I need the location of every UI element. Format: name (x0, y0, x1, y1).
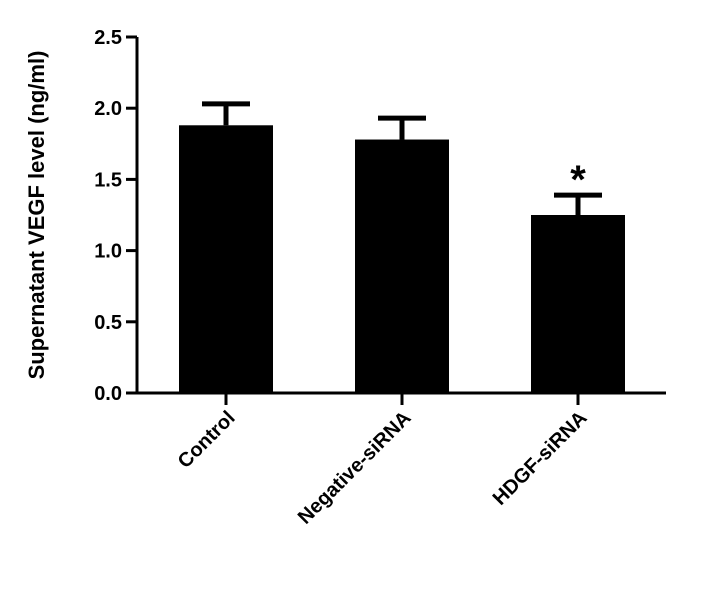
x-tick-label: Control (174, 407, 240, 473)
bar-negative-sirna (355, 139, 449, 393)
y-tick-label: 2.5 (94, 27, 122, 49)
y-tick-label: 0.5 (94, 312, 122, 334)
y-tick-label: 1.0 (94, 241, 122, 263)
bar-hdgf-sirna (531, 215, 625, 393)
x-axis: Control Negative-siRNA HDGF-siRNA (135, 391, 666, 529)
bars-group (179, 125, 625, 394)
y-axis: 0.0 0.5 1.0 1.5 2.0 2.5 (94, 27, 139, 405)
y-axis-label: Supernatant VEGF level (ng/ml) (24, 51, 49, 380)
y-tick-label: 2.0 (94, 98, 122, 120)
error-bars-group (202, 101, 602, 215)
x-tick-label: Negative-siRNA (294, 407, 416, 529)
significance-annotation: * (570, 158, 586, 202)
x-tick-label: HDGF-siRNA (489, 407, 592, 510)
y-tick-label: 0.0 (94, 383, 122, 405)
y-tick-label: 1.5 (94, 169, 122, 191)
annotations-group: * (570, 158, 586, 202)
bar-control (179, 125, 273, 394)
